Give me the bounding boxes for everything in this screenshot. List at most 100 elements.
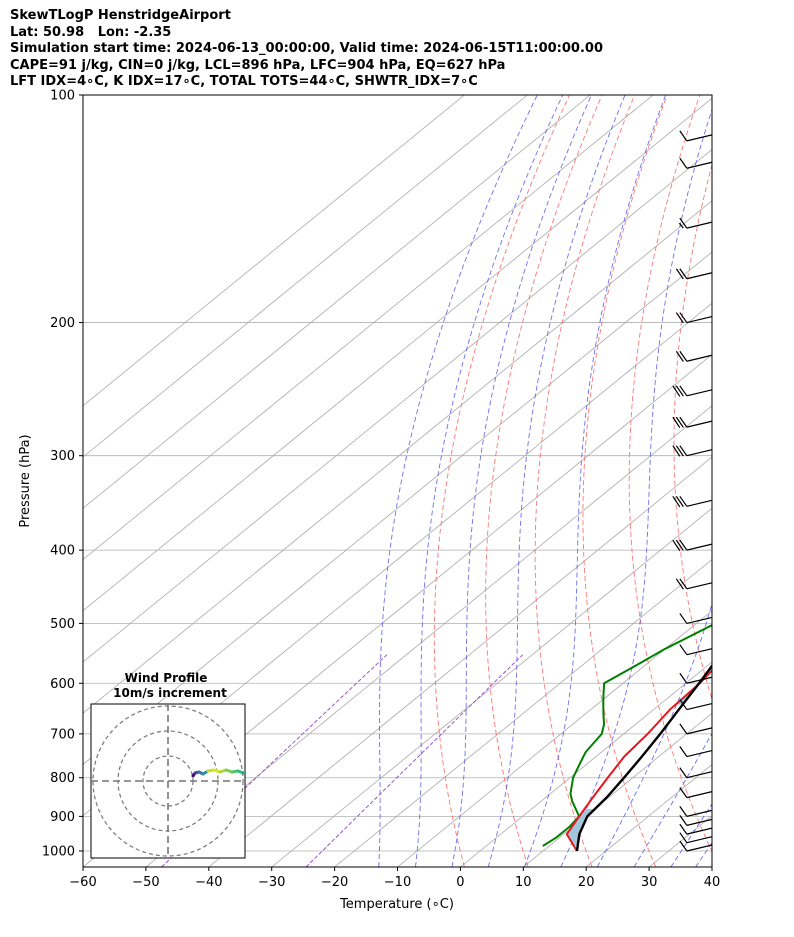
y-tick-label: 900 bbox=[50, 810, 75, 825]
dewpoint-profile bbox=[542, 623, 712, 847]
x-tick-label: 10 bbox=[515, 875, 532, 890]
simulation-times: Simulation start time: 2024-06-13_00:00:… bbox=[10, 41, 603, 56]
inset-plot bbox=[91, 704, 245, 858]
cape-area bbox=[567, 665, 712, 847]
isotherm--130 bbox=[83, 95, 591, 509]
moist-adiabat-8 bbox=[524, 95, 667, 867]
dry-adiabat-270 bbox=[433, 95, 570, 867]
x-tick-label: 30 bbox=[641, 875, 658, 890]
inset-title: Wind Profile bbox=[125, 671, 208, 685]
wind-barb-275 bbox=[672, 416, 713, 429]
wind-barb-400 bbox=[672, 539, 713, 552]
isotherm-0 bbox=[460, 661, 712, 867]
moist-adiabat-14 bbox=[560, 108, 712, 867]
wind-barb-250 bbox=[672, 385, 713, 397]
wind-barb-450 bbox=[675, 578, 713, 590]
wind-barb-700 bbox=[679, 723, 713, 735]
y-tick-label: 200 bbox=[50, 316, 75, 331]
dry-adiabat-290 bbox=[534, 95, 636, 867]
y-tick-label: 600 bbox=[50, 677, 75, 692]
y-axis-label: Pressure (hPa) bbox=[18, 434, 33, 527]
station-title: SkewTLogP HenstridgeAirport bbox=[10, 8, 231, 23]
x-tick-label: −50 bbox=[132, 875, 159, 890]
dry-adiabat-340 bbox=[759, 95, 794, 867]
isotherm--150 bbox=[83, 95, 465, 407]
dry-adiabat-320 bbox=[673, 163, 712, 701]
y-tick-label: 400 bbox=[50, 544, 75, 559]
isotherm--20 bbox=[334, 558, 712, 867]
station-coordinates: Lat: 50.98 Lon: -2.35 bbox=[10, 24, 172, 40]
x-tick-label: 40 bbox=[704, 875, 721, 890]
y-tick-label: 1000 bbox=[42, 844, 75, 859]
x-tick-label: 0 bbox=[456, 875, 464, 890]
isotherm--40 bbox=[208, 456, 712, 867]
x-axis-ticks: −60 −50 −40 −30 −20 −10 0 10 20 30 40 bbox=[69, 867, 720, 890]
dry-adiabat-300 bbox=[582, 95, 668, 867]
mixing-ratio-0.5 bbox=[305, 654, 524, 867]
isotherm-40 bbox=[711, 866, 712, 867]
wind-barb-175 bbox=[675, 268, 713, 280]
chart-header: SkewTLogP HenstridgeAirport Lat: 50.98 L… bbox=[10, 8, 603, 91]
hodograph-segment bbox=[241, 770, 245, 775]
wind-barb-125 bbox=[679, 157, 713, 169]
wind-barbs bbox=[672, 130, 713, 852]
parcel-profile bbox=[575, 663, 712, 852]
x-tick-label: −60 bbox=[69, 875, 96, 890]
wind-barb-800 bbox=[679, 767, 713, 779]
isotherm--30 bbox=[271, 507, 712, 867]
wind-barb-900 bbox=[679, 806, 713, 817]
wind-barb-200 bbox=[675, 312, 713, 324]
x-axis-label: Temperature (∘C) bbox=[339, 897, 454, 912]
wind-barb-950 bbox=[679, 823, 713, 835]
wind-barb-115 bbox=[679, 130, 713, 142]
y-tick-label: 700 bbox=[50, 727, 75, 742]
wind-barb-225 bbox=[675, 350, 713, 362]
x-tick-label: 20 bbox=[578, 875, 595, 890]
dry-adiabat-310 bbox=[628, 95, 712, 853]
wind-barb-300 bbox=[672, 445, 713, 457]
inset-subtitle: 10m/s increment bbox=[113, 686, 227, 700]
y-tick-label: 100 bbox=[50, 89, 75, 104]
wind-barb-350 bbox=[672, 495, 713, 508]
y-tick-label: 300 bbox=[50, 449, 75, 464]
y-tick-label: 800 bbox=[50, 771, 75, 786]
temperature-profile bbox=[565, 669, 712, 852]
pressure-gridlines bbox=[83, 95, 712, 852]
moist-adiabat-2 bbox=[487, 95, 626, 867]
isotherm--100 bbox=[83, 149, 712, 663]
x-tick-label: −30 bbox=[258, 875, 285, 890]
stability-parameters: CAPE=91 j/kg, CIN=0 j/kg, LCL=896 hPa, L… bbox=[10, 57, 506, 73]
moist-adiabat--16 bbox=[378, 95, 538, 867]
stability-indices: LFT IDX=4∘C, K IDX=17∘C, TOTAL TOTS=44∘C… bbox=[10, 74, 478, 89]
x-tick-label: −10 bbox=[384, 875, 411, 890]
wind-barb-650 bbox=[679, 699, 713, 711]
moist-adiabat--10 bbox=[415, 95, 564, 867]
x-tick-label: −20 bbox=[321, 875, 348, 890]
wind-barb-600 bbox=[679, 672, 713, 684]
wind-barb-550 bbox=[679, 644, 713, 656]
y-axis-ticks: 1000 900 800 700 600 500 400 300 200 100 bbox=[42, 89, 83, 859]
wind-barb-925 bbox=[679, 815, 713, 826]
wind-barb-1000 bbox=[679, 840, 713, 852]
sounding-profiles bbox=[542, 623, 712, 852]
isotherm--50 bbox=[145, 405, 712, 867]
moist-adiabat--4 bbox=[451, 95, 592, 867]
x-tick-label: −40 bbox=[195, 875, 222, 890]
cape-fill-low bbox=[567, 809, 595, 847]
isotherm--140 bbox=[83, 95, 528, 458]
y-tick-label: 500 bbox=[50, 617, 75, 632]
wind-barb-500 bbox=[679, 613, 713, 624]
moist-adiabat-lines bbox=[378, 95, 712, 867]
moist-adiabat-20 bbox=[596, 601, 712, 867]
wind-barb-850 bbox=[679, 787, 713, 799]
isotherm-10 bbox=[523, 712, 712, 867]
dry-adiabat-lines bbox=[433, 95, 794, 867]
dry-adiabat-280 bbox=[485, 95, 603, 867]
dry-adiabat-330 bbox=[717, 95, 794, 867]
isotherm--120 bbox=[83, 95, 654, 561]
isotherm--110 bbox=[83, 97, 712, 612]
wind-barb-750 bbox=[679, 746, 713, 758]
wind-barb-975 bbox=[679, 832, 713, 844]
wind-barb-150 bbox=[678, 217, 713, 229]
